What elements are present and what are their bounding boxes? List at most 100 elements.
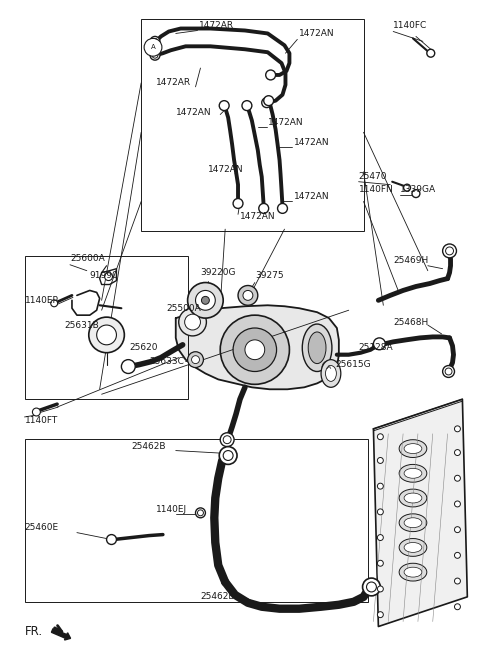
Circle shape (89, 317, 124, 353)
Circle shape (322, 361, 336, 374)
Circle shape (427, 49, 435, 57)
Circle shape (188, 351, 204, 367)
Circle shape (377, 434, 384, 440)
Circle shape (377, 535, 384, 541)
Circle shape (192, 355, 200, 363)
Ellipse shape (404, 567, 422, 577)
Circle shape (377, 509, 384, 515)
Ellipse shape (404, 518, 422, 528)
Circle shape (195, 508, 205, 518)
Bar (24, 439, 369, 602)
Circle shape (362, 578, 380, 596)
Circle shape (373, 338, 385, 350)
Ellipse shape (404, 493, 422, 503)
Text: 25470: 25470 (359, 172, 387, 181)
Text: 1472AN: 1472AN (294, 138, 330, 147)
Circle shape (242, 101, 252, 110)
Circle shape (243, 290, 253, 300)
Circle shape (219, 101, 229, 110)
Circle shape (443, 365, 455, 377)
Circle shape (150, 36, 160, 46)
Circle shape (266, 70, 276, 80)
Text: 1472AN: 1472AN (240, 212, 276, 221)
Ellipse shape (399, 489, 427, 507)
Circle shape (238, 286, 258, 306)
Text: 39220G: 39220G (201, 268, 236, 277)
Circle shape (121, 359, 135, 373)
Circle shape (220, 315, 289, 384)
Circle shape (455, 426, 460, 432)
Circle shape (377, 483, 384, 489)
Circle shape (264, 96, 274, 106)
Circle shape (202, 296, 209, 304)
Ellipse shape (399, 563, 427, 581)
Ellipse shape (399, 514, 427, 532)
Text: 25468H: 25468H (393, 317, 429, 327)
FancyArrow shape (51, 629, 71, 640)
Text: 25631B: 25631B (64, 321, 99, 330)
Circle shape (150, 50, 160, 60)
Text: 25462B: 25462B (131, 442, 166, 451)
Circle shape (233, 198, 243, 208)
Circle shape (455, 578, 460, 584)
Circle shape (259, 204, 269, 214)
Ellipse shape (302, 324, 332, 371)
Circle shape (455, 604, 460, 610)
Circle shape (245, 340, 264, 359)
Circle shape (233, 328, 276, 371)
Text: 1339GA: 1339GA (400, 185, 436, 194)
Circle shape (377, 560, 384, 566)
Text: 25469H: 25469H (393, 256, 429, 265)
Ellipse shape (399, 539, 427, 556)
Text: 1140FN: 1140FN (359, 185, 394, 194)
Circle shape (443, 244, 456, 258)
Text: 25500A: 25500A (166, 304, 201, 313)
Ellipse shape (399, 440, 427, 457)
Text: 39275: 39275 (255, 271, 284, 280)
Circle shape (219, 447, 237, 464)
Circle shape (107, 535, 117, 545)
Circle shape (195, 290, 216, 310)
Text: 1472AN: 1472AN (268, 118, 303, 127)
Ellipse shape (308, 332, 326, 363)
Circle shape (455, 527, 460, 533)
Text: 91990: 91990 (90, 271, 119, 280)
Text: 1140FT: 1140FT (24, 417, 58, 426)
Text: 1472AN: 1472AN (300, 29, 335, 38)
Circle shape (412, 190, 420, 198)
Text: 25615G: 25615G (335, 360, 371, 369)
Circle shape (455, 501, 460, 507)
Circle shape (105, 273, 112, 281)
Text: 1140EJ: 1140EJ (156, 505, 187, 514)
Text: 1140FC: 1140FC (393, 21, 428, 30)
Circle shape (377, 612, 384, 618)
Circle shape (33, 408, 40, 416)
Circle shape (96, 325, 117, 345)
Circle shape (455, 475, 460, 481)
Ellipse shape (404, 543, 422, 553)
Text: 1472AR: 1472AR (156, 78, 191, 87)
Ellipse shape (404, 443, 422, 453)
Circle shape (144, 38, 162, 57)
Text: 25462B: 25462B (201, 593, 235, 601)
Ellipse shape (404, 468, 422, 478)
Circle shape (220, 433, 234, 447)
Text: 1472AN: 1472AN (208, 166, 244, 174)
Ellipse shape (399, 464, 427, 482)
Text: 1472AN: 1472AN (294, 192, 330, 201)
Polygon shape (373, 399, 468, 627)
Text: A: A (151, 44, 156, 51)
Text: 1140EP: 1140EP (24, 296, 59, 305)
Circle shape (262, 98, 272, 108)
Circle shape (277, 204, 288, 214)
Ellipse shape (325, 365, 336, 381)
Polygon shape (176, 306, 339, 390)
Circle shape (377, 586, 384, 592)
Circle shape (185, 314, 201, 330)
Text: 25128A: 25128A (359, 343, 393, 352)
Bar (24, 256, 188, 399)
Circle shape (455, 553, 460, 558)
Text: 25633C: 25633C (149, 357, 184, 366)
Ellipse shape (321, 359, 341, 388)
Text: 25460E: 25460E (24, 523, 59, 532)
